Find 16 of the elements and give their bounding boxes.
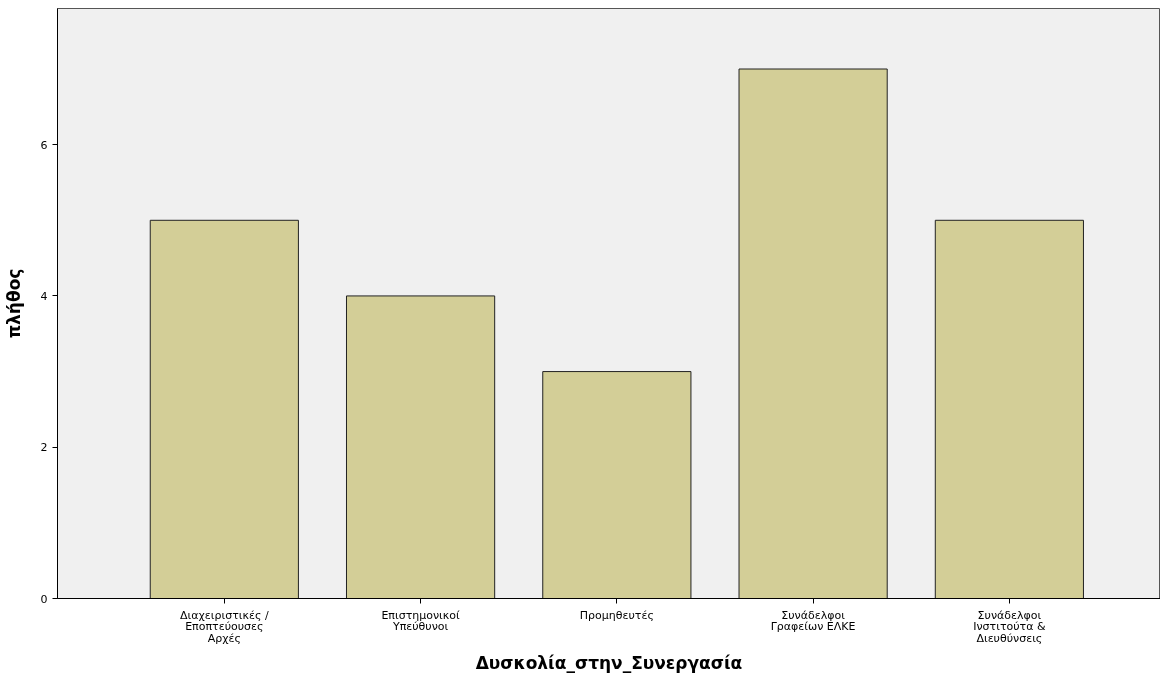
x-tick-label: Διαχειριστικές / Εποπτεύουσες Αρχές xyxy=(180,608,269,645)
bar xyxy=(149,219,299,599)
x-tick-label: Επιστημονικοί Υπεύθυνοι xyxy=(381,608,461,634)
y-axis-title: πλήθος xyxy=(3,268,24,339)
y-tick-label: 4 xyxy=(40,289,48,303)
x-tick-label: Συνάδελφοι Ινστιτούτα & Διευθύνσεις xyxy=(973,608,1046,645)
bar xyxy=(738,68,888,599)
x-tick-label: Συνάδελφοι Γραφείων ΕΛΚΕ xyxy=(770,608,856,634)
bar xyxy=(346,295,496,599)
bar xyxy=(542,371,692,599)
bar xyxy=(934,219,1084,599)
y-tick-label: 2 xyxy=(40,441,48,455)
x-axis-title: Δυσκολία_στην_Συνεργασία xyxy=(475,652,743,673)
x-tick-label: Προμηθευτές xyxy=(579,608,654,622)
y-tick-label: 0 xyxy=(40,592,48,606)
y-tick-label: 6 xyxy=(40,138,48,152)
